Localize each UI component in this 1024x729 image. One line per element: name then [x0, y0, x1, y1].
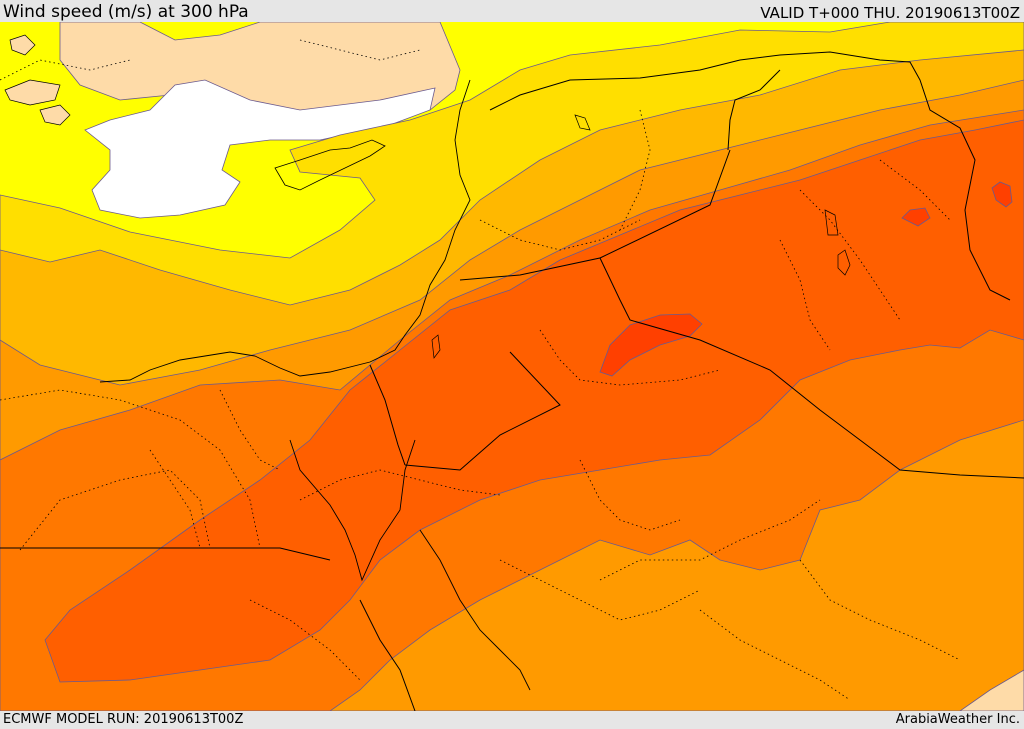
aegean-islands — [4, 34, 71, 126]
map-title: Wind speed (m/s) at 300 hPa — [3, 2, 249, 22]
credit-label: ArabiaWeather Inc. — [895, 712, 1020, 727]
inland-lakes — [431, 114, 851, 359]
border-jordan-iraq — [459, 257, 1024, 479]
border-saudi-south — [359, 599, 416, 711]
calm-white-area — [84, 79, 436, 219]
header-bar: Wind speed (m/s) at 300 hPa VALID T+000 … — [0, 0, 1024, 22]
border-jordan-saudi — [404, 351, 561, 471]
border-egypt-sudan — [0, 547, 331, 561]
coastline-levant — [99, 79, 471, 383]
border-syria-lebanon — [599, 149, 731, 259]
red-sea-coast — [289, 439, 416, 582]
land-tan-corner — [959, 669, 1024, 711]
model-run: ECMWF MODEL RUN: 20190613T00Z — [3, 712, 244, 727]
cyprus-coast — [274, 139, 386, 191]
province-boundaries — [0, 39, 961, 701]
wind-speed-map[interactable] — [0, 22, 1024, 711]
band-6-fill — [44, 119, 1024, 683]
band-7-core-3 — [991, 181, 1013, 208]
border-egypt-israel — [369, 364, 406, 466]
band-7-core-1 — [599, 313, 703, 377]
border-iraq-saudi — [727, 69, 781, 151]
aqaba-coast — [419, 529, 531, 691]
border-iraq-syria — [489, 51, 1011, 301]
footer-bar: ECMWF MODEL RUN: 20190613T00Z ArabiaWeat… — [0, 711, 1024, 729]
valid-time: VALID T+000 THU. 20190613T00Z — [760, 4, 1020, 22]
band-7-core-2 — [901, 207, 931, 227]
